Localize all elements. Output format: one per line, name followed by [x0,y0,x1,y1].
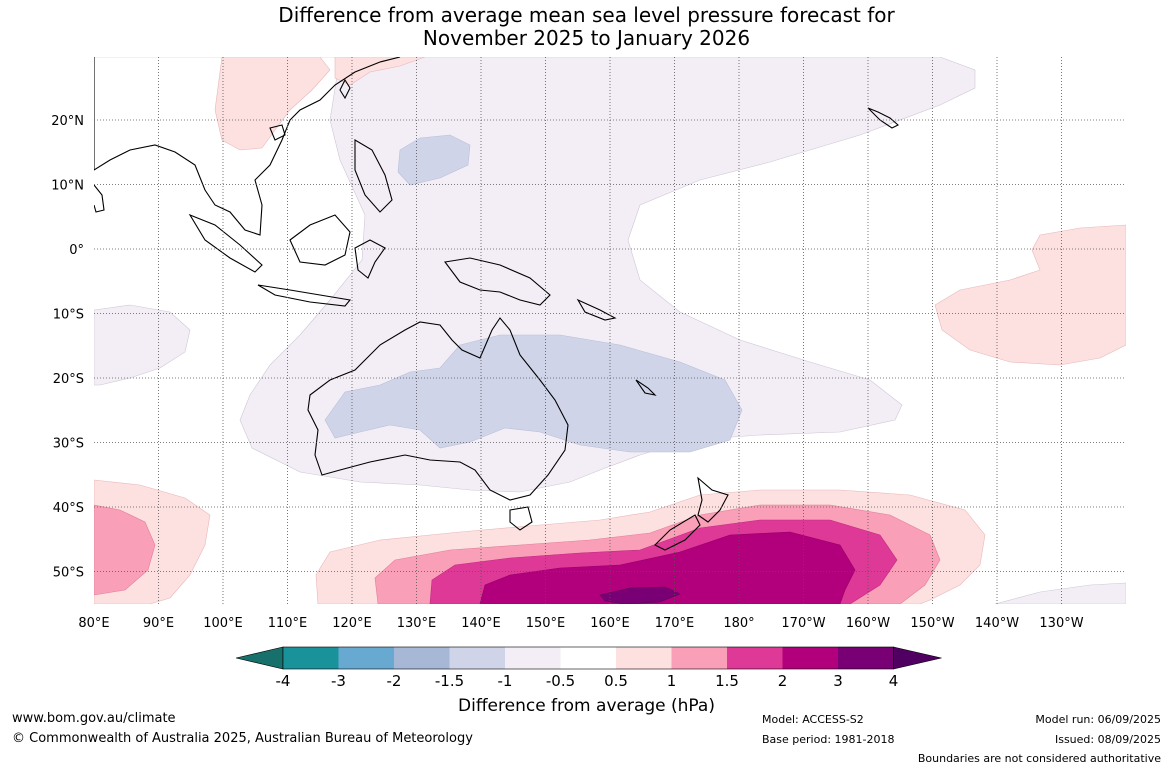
longitude-labels: 80°E 90°E 100°E 110°E 120°E 130°E 140°E 150°E 16… [78,616,1083,631]
positive-anomaly-band-3 [599,586,681,604]
colorbar-segment [394,647,450,669]
pressure-anomaly-map: 20°N 10°N 0° 10°S 20°S 30°S 40°S 50°S 80°E 90°E 1… [51,57,1126,690]
colorbar-segment [338,647,394,669]
coastlines [94,57,899,551]
boundaries-disclaimer: Boundaries are not considered authoritat… [917,752,1161,765]
title-line-2: November 2025 to January 2026 [422,26,751,50]
colorbar-segment [838,647,894,669]
website-link[interactable]: www.bom.gov.au/climate [12,711,176,726]
latitude-label: 0° [69,243,84,258]
colorbar-tick-label: -1.5 [435,672,464,690]
java-coastline [257,284,352,307]
new-zealand-south-coastline [654,514,701,551]
colorbar-tick-label: 2 [778,672,788,690]
longitude-label: 130°E [397,616,437,631]
longitude-label: 130°W [1039,616,1083,631]
australia-coastline [307,317,569,501]
colorbar-tick-label: 1 [667,672,677,690]
latitude-label: 50°S [53,566,84,581]
colorbar-segment [782,647,838,669]
colorbar [235,646,942,670]
issued-date: Issued: 08/09/2025 [1054,733,1161,746]
colorbar-tick-label: 1.5 [715,672,739,690]
sri-lanka-coastline [94,184,105,213]
sulawesi-coastline [354,239,386,279]
longitude-label: 170°E [655,616,695,631]
longitude-label: 140°W [975,616,1019,631]
colorbar-tick-label: -4 [276,672,291,690]
colorbar-segment [671,647,727,669]
sumatra-coastline [188,213,263,273]
longitude-label: 160°W [846,616,890,631]
longitude-label: 80°E [78,616,109,631]
title-line-1: Difference from average mean sea level p… [278,3,895,27]
colorbar-tick-label: 3 [833,672,843,690]
colorbar-tick-label: -1 [498,672,513,690]
latitude-label: 30°S [53,437,84,452]
negative-anomaly-core-philippines [397,134,471,186]
positive-anomaly-region-south-indian-core [94,504,156,596]
model-name: Model: ACCESS-S2 [762,713,864,726]
colorbar-segment [449,647,505,669]
new-caledonia-coastline [635,379,657,396]
colorbar-outline [282,646,894,670]
latitude-labels: 20°N 10°N 0° 10°S 20°S 30°S 40°S 50°S [51,114,84,581]
longitude-label: 170°W [781,616,825,631]
philippines-coastline [354,139,393,213]
longitude-label: 120°E [332,616,372,631]
longitude-label: 100°E [203,616,243,631]
colorbar-extend-low [235,646,284,670]
hainan-coastline [269,124,286,141]
colorbar-segment [616,647,672,669]
anomaly-fields [94,57,1126,604]
positive-anomaly-region-north [334,57,426,86]
tasmania-coastline [509,506,533,531]
map-title: Difference from average mean sea level p… [0,4,1173,50]
negative-anomaly-region-southeast [994,582,1126,604]
copyright-text: © Commonwealth of Australia 2025, Austra… [12,731,473,746]
colorbar-segment [283,647,339,669]
negative-anomaly-core-australia [324,334,743,453]
colorbar-tick-label: -2 [387,672,402,690]
latitude-label: 40°S [53,501,84,516]
longitude-label: 150°E [526,616,566,631]
base-period: Base period: 1981-2018 [762,733,895,746]
colorbar-tick-label: 4 [889,672,899,690]
colorbar-segment [560,647,616,669]
taiwan-coastline [339,78,351,100]
colorbar-label: Difference from average (hPa) [458,696,715,716]
longitude-label: 140°E [461,616,501,631]
latitude-label: 10°S [53,308,84,323]
colorbar-segment [505,647,561,669]
borneo-coastline [289,214,351,266]
asia-mainland-coastline [94,57,401,236]
latitude-label: 20°N [51,114,84,129]
positive-anomaly-region-asia [214,57,331,151]
model-run-date: Model run: 06/09/2025 [1035,713,1161,726]
longitude-label: 110°E [268,616,308,631]
latitude-label: 10°N [51,179,84,194]
colorbar-tick-label: -0.5 [546,672,575,690]
new-guinea-coastline [444,257,551,306]
positive-anomaly-region-central-pacific [934,224,1126,366]
longitude-label: 150°W [910,616,954,631]
colorbar-ticks: -4 -3 -2 -1.5 -1 -0.5 0.5 1 1.5 2 3 4 [276,672,899,690]
negative-anomaly-region-west [94,304,191,386]
colorbar-segment [727,647,783,669]
colorbar-tick-label: 0.5 [604,672,628,690]
longitude-label: 180° [723,616,754,631]
positive-anomaly-band-2 [479,531,856,604]
latitude-label: 20°S [53,372,84,387]
longitude-label: 90°E [143,616,174,631]
colorbar-tick-label: -3 [331,672,346,690]
longitude-label: 160°E [590,616,630,631]
new-zealand-north-coastline [697,476,729,523]
graticule [94,57,1126,604]
colorbar-extend-high [893,646,942,670]
